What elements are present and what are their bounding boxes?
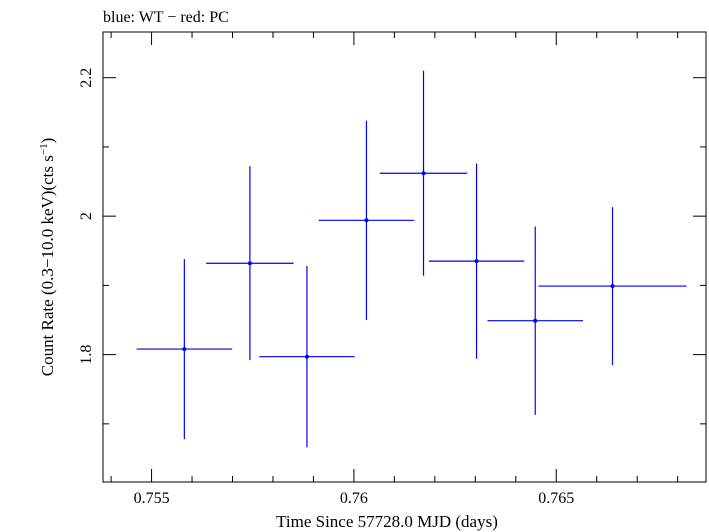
y-tick-label: 2.2 (78, 68, 95, 88)
x-tick-label: 0.755 (134, 490, 170, 507)
y-axis-label: Count Rate (0.3−10.0 keV)(cts s−1) (38, 138, 57, 377)
data-point-group (379, 70, 468, 276)
data-point-group (428, 163, 525, 359)
y-axis-label-close: ) (38, 138, 57, 144)
data-point-group (206, 166, 294, 361)
y-tick-label: 1.8 (78, 345, 95, 365)
data-point (182, 347, 187, 352)
data-point (364, 218, 369, 223)
x-tick-label: 0.765 (538, 490, 574, 507)
y-tick-label: 2 (78, 212, 95, 220)
x-axis-ticks (110, 32, 679, 482)
data-point-group (538, 207, 687, 365)
plot-frame (102, 31, 707, 483)
data-point (533, 318, 538, 323)
data-point-group (259, 266, 355, 448)
y-axis-label-main: Count Rate (0.3−10.0 keV)(cts s (38, 155, 57, 376)
x-tick-label: 0.76 (340, 490, 368, 507)
data-point (304, 354, 309, 359)
data-point-group (487, 226, 583, 415)
chart-title: blue: WT − red: PC (103, 9, 229, 26)
x-axis-tick-labels: 0.755 0.76 0.765 (134, 490, 575, 507)
y-axis-ticks (103, 77, 706, 425)
data-point (474, 259, 479, 264)
data-series-wt (136, 70, 687, 448)
data-point-group (318, 120, 415, 320)
data-point (610, 284, 615, 289)
data-point (421, 171, 426, 176)
y-axis-label-superscript: −1 (38, 143, 50, 155)
y-axis-tick-labels: 1.8 2 2.2 (78, 68, 95, 365)
data-point-group (136, 259, 233, 440)
x-axis-label: Time Since 57728.0 MJD (days) (276, 512, 498, 531)
data-point (247, 261, 252, 266)
